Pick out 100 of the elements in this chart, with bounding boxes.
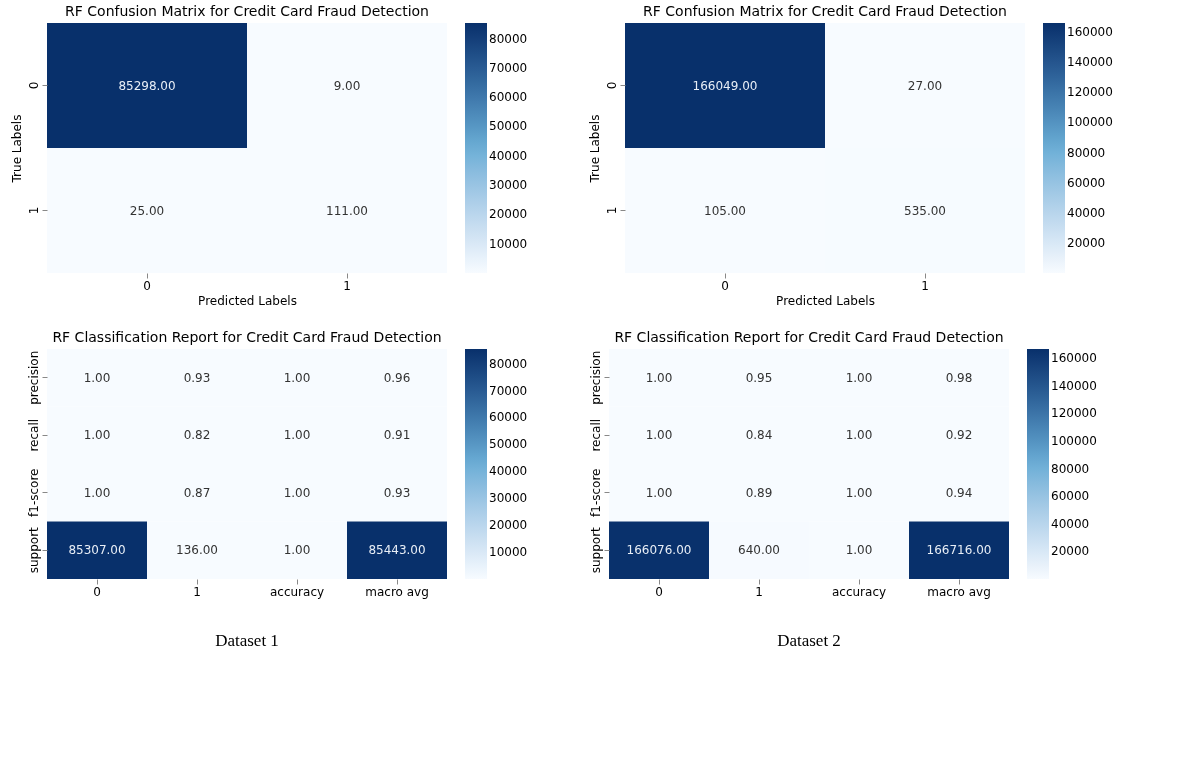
data-label: 0.94 [945,485,973,500]
data-label: 0.91 [383,428,411,443]
data-label: 0.82 [183,428,211,443]
data-label: 85443.00 [368,543,426,558]
data-label: 0.92 [945,428,973,443]
data-label: 136.00 [176,543,218,558]
data-label: 27.00 [907,78,943,93]
data-label: 166076.00 [626,543,692,558]
data-label: 166716.00 [926,543,992,558]
color-bar-label: 30000 [489,491,528,506]
text: Dataset 2 [777,631,841,650]
x-tick-label: accuracy [831,584,887,599]
chart-title: RF Confusion Matrix for Credit Card Fraud Detection [643,3,1007,19]
color-bar-label: 20000 [489,518,528,533]
chart-title: RF Classification Report for Credit Card Fraud Detection [614,329,1004,345]
color-bar-label: 160000 [1051,351,1097,366]
color-bar-label: 60000 [1067,175,1106,190]
data-label: 0.84 [745,428,773,443]
color-bar-label: 50000 [489,119,528,134]
data-label: 0.89 [745,485,773,500]
y-tick-label: support [588,526,603,574]
color-bar-label: 60000 [489,90,528,105]
color-bar-label: 50000 [489,437,528,452]
data-label: 0.96 [383,370,411,385]
x-tick-label: macro avg [365,584,429,599]
data-label: 640.00 [738,543,780,558]
y-tick-label: recall [588,418,603,452]
x-tick-label: macro avg [927,584,991,599]
color-bar-label: 100000 [1067,115,1113,130]
y-tick-label: 1 [26,206,41,215]
data-label: 1.00 [283,370,311,385]
y-tick-label: support [26,526,41,574]
y-tick-label: precision [26,350,41,405]
color-bar-label: 40000 [1067,205,1106,220]
data-label: 1.00 [283,428,311,443]
data-label: 166049.00 [692,78,758,93]
color-bar-label: 10000 [489,236,528,251]
text: Dataset 1 [215,631,279,650]
color-bar-label: 80000 [1067,145,1106,160]
data-label: 1.00 [83,370,111,385]
x-tick-label: 0 [93,584,101,599]
x-tick-label: 1 [921,278,929,293]
color-bar-label: 60000 [489,410,528,425]
x-tick-label: 1 [193,584,201,599]
data-label: 1.00 [83,428,111,443]
y-tick-label: f1-score [26,468,41,517]
color-bar-label: 10000 [489,545,528,560]
data-label: 25.00 [129,203,165,218]
color-bar-label: 140000 [1051,378,1097,393]
color-bar-label: 70000 [489,60,528,75]
chart-title: RF Classification Report for Credit Card Fraud Detection [52,329,442,345]
data-label: 1.00 [845,543,873,558]
color-bar-label: 100000 [1051,434,1097,449]
data-label: 1.00 [645,485,673,500]
data-label: 1.00 [845,428,873,443]
data-label: 0.87 [183,485,211,500]
color-bar-label: 60000 [1051,489,1090,504]
data-label: 111.00 [326,203,368,218]
x-tick-label: 0 [655,584,663,599]
data-label: 105.00 [704,203,746,218]
color-bar-label: 140000 [1067,55,1113,70]
chart-title: RF Confusion Matrix for Credit Card Fraud Detection [65,3,429,19]
x-tick-label: 1 [755,584,763,599]
data-label: 1.00 [645,370,673,385]
data-label: 0.98 [945,370,973,385]
color-bar-label: 20000 [1067,235,1106,250]
color-bar-label: 20000 [1051,544,1090,559]
data-label: 1.00 [83,485,111,500]
color-bar-label: 30000 [489,178,528,193]
y-tick-label: 0 [26,81,41,90]
color-bar-label: 80000 [489,31,528,46]
y-tick-label: f1-score [588,468,603,517]
data-label: 0.93 [383,485,411,500]
data-label: 1.00 [845,370,873,385]
x-tick-label: 1 [343,278,351,293]
data-label: 1.00 [845,485,873,500]
data-label: 0.93 [183,370,211,385]
data-label: 1.00 [283,543,311,558]
color-bar-label: 120000 [1067,85,1113,100]
y-tick-label: recall [26,418,41,452]
x-tick-label: accuracy [269,584,325,599]
color-bar-label: 40000 [489,464,528,479]
color-bar-label: 120000 [1051,406,1097,421]
color-bar-label: 40000 [1051,516,1090,531]
data-label: 85298.00 [118,78,176,93]
color-bar-label: 160000 [1067,25,1113,40]
color-bar-label: 40000 [489,148,528,163]
color-bar-label: 70000 [489,383,528,398]
y-tick-label: precision [588,350,603,405]
y-axis-title: True Labels [9,114,24,184]
color-bar-label: 80000 [489,356,528,371]
data-label: 1.00 [645,428,673,443]
x-axis-title: Predicted Labels [198,293,297,308]
color-bar-label: 80000 [1051,461,1090,476]
y-axis-title: True Labels [587,114,602,184]
x-axis-title: Predicted Labels [776,293,875,308]
data-label: 0.95 [745,370,773,385]
color-bar-label: 20000 [489,207,528,222]
data-label: 1.00 [283,485,311,500]
x-tick-label: 0 [143,278,151,293]
